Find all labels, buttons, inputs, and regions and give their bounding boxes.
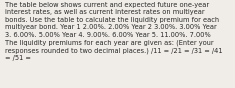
Text: The table below shows current and expected future one-year
interest rates, as we: The table below shows current and expect… (5, 2, 222, 61)
